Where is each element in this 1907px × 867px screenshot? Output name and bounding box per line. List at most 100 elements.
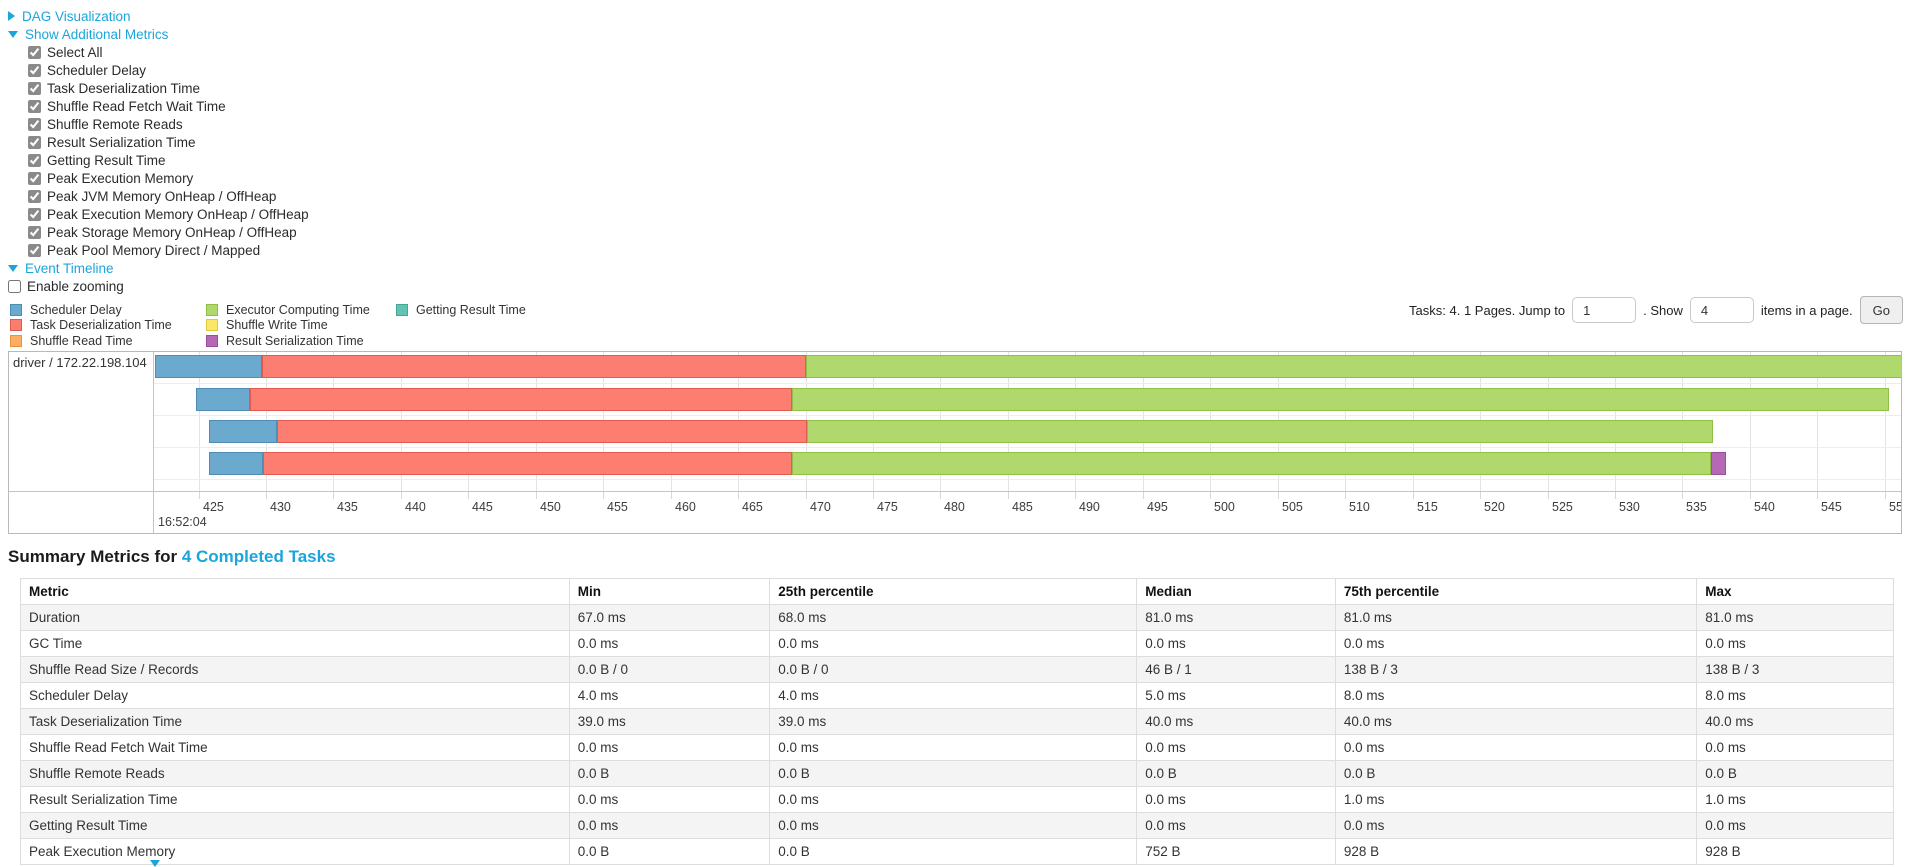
metric-checkbox[interactable] (28, 189, 41, 203)
axis-tick-label: 495 (1147, 500, 1168, 514)
metric-checkbox-label: Getting Result Time (47, 152, 166, 168)
gridline (1817, 352, 1818, 491)
legend-swatch-icon (206, 303, 218, 316)
metric-value-cell: 0.0 B (1696, 760, 1894, 787)
completed-tasks-link[interactable]: 4 Completed Tasks (181, 547, 336, 566)
metric-value-cell: 0.0 B / 0 (568, 656, 771, 683)
summary-column-header: Min (568, 578, 771, 605)
metric-value-cell: 0.0 B (769, 760, 1138, 787)
enable-zooming-label: Enable zooming (27, 278, 124, 294)
row-separator (154, 479, 1901, 480)
metric-value-cell: 0.0 ms (1136, 630, 1336, 657)
metric-value-cell: 0.0 ms (568, 630, 771, 657)
dag-visualization-toggle[interactable]: DAG Visualization (8, 7, 1907, 25)
metric-checkbox[interactable] (28, 225, 41, 239)
task-bar-segment-executor_computing[interactable] (792, 388, 1889, 411)
metric-checkbox[interactable] (28, 171, 41, 185)
legend-label: Getting Result Time (416, 302, 526, 317)
axis-tick-label: 550 (1889, 500, 1901, 514)
metric-name-cell: Peak Execution Memory (20, 838, 570, 865)
axis-tick-label: 545 (1821, 500, 1842, 514)
summary-column-header: Max (1696, 578, 1894, 605)
show-additional-metrics-toggle[interactable]: Show Additional Metrics (8, 25, 1907, 43)
task-bar-segment-executor_computing[interactable] (792, 452, 1711, 475)
enable-zooming-checkbox[interactable] (8, 279, 21, 293)
pagination-summary-text: Tasks: 4. 1 Pages. Jump to (1409, 302, 1566, 318)
task-bar-segment-result_serialization[interactable] (1710, 452, 1726, 475)
task-bar-segment-task_deserialization[interactable] (249, 388, 793, 411)
metric-value-cell: 0.0 B (568, 760, 771, 787)
legend-item-getting_result: Getting Result Time (396, 302, 650, 318)
metric-value-cell: 0.0 ms (769, 734, 1138, 761)
metric-checkbox[interactable] (28, 81, 41, 95)
timeline-header: Scheduler Delay Task Deserialization Time… (8, 295, 1907, 349)
metric-name-cell: Duration (20, 604, 570, 631)
task-bar-segment-task_deserialization[interactable] (276, 420, 807, 443)
metric-value-cell: 0.0 B (568, 838, 771, 865)
axis-tick-label: 475 (877, 500, 898, 514)
metric-checkbox-label: Task Deserialization Time (47, 80, 201, 96)
summary-column-header: 25th percentile (769, 578, 1138, 605)
metric-value-cell: 39.0 ms (769, 708, 1138, 735)
legend-label: Result Serialization Time (226, 333, 364, 348)
table-row: Scheduler Delay 4.0 ms 4.0 ms 5.0 ms 8.0 ms 8… (20, 682, 1894, 709)
next-section-toggle-clipped[interactable] (150, 860, 160, 867)
axis-tick-label: 455 (607, 500, 628, 514)
axis-tickmark (1210, 492, 1211, 499)
metric-checkbox[interactable] (28, 207, 41, 221)
table-row: Peak Execution Memory 0.0 B 0.0 B 752 B 928 … (20, 838, 1894, 865)
legend-item-shuffle_write: Shuffle Write Time (206, 318, 396, 334)
metric-checkbox[interactable] (28, 135, 41, 149)
task-bar-segment-task_deserialization[interactable] (263, 452, 793, 475)
axis-tick-label: 440 (405, 500, 426, 514)
metric-checkbox[interactable] (28, 117, 41, 131)
task-bar-segment-executor_computing[interactable] (806, 420, 1714, 443)
items-per-page-input[interactable] (1689, 297, 1754, 323)
legend-label: Executor Computing Time (226, 302, 370, 317)
metric-checkbox[interactable] (28, 45, 41, 59)
metric-value-cell: 67.0 ms (568, 604, 771, 631)
summary-table-header-row: Metric Min 25th percentile Median 75th perce… (20, 578, 1894, 605)
metric-value-cell: 0.0 ms (1334, 734, 1698, 761)
metric-value-cell: 4.0 ms (568, 682, 771, 709)
axis-tick-label: 525 (1552, 500, 1573, 514)
axis-tickmark (199, 492, 200, 499)
metric-value-cell: 68.0 ms (769, 604, 1138, 631)
metric-checkbox[interactable] (28, 243, 41, 257)
task-bar-segment-executor_computing[interactable] (805, 355, 1901, 378)
metric-value-cell: 5.0 ms (1136, 682, 1336, 709)
axis-tick-label: 470 (810, 500, 831, 514)
expanded-arrow-icon (8, 264, 18, 272)
jump-to-page-input[interactable] (1572, 297, 1637, 323)
metric-checkbox-label: Shuffle Remote Reads (47, 116, 183, 132)
metric-value-cell: 40.0 ms (1696, 708, 1894, 735)
metric-checkbox-label: Peak Storage Memory OnHeap / OffHeap (47, 224, 297, 240)
axis-tick-label: 540 (1754, 500, 1775, 514)
task-bar-segment-scheduler_delay[interactable] (209, 420, 277, 443)
go-button[interactable]: Go (1859, 296, 1903, 324)
task-bar-segment-task_deserialization[interactable] (261, 355, 806, 378)
task-bar-segment-scheduler_delay[interactable] (155, 355, 262, 378)
metric-value-cell: 0.0 B / 0 (769, 656, 1138, 683)
event-timeline-chart: driver / 172.22.198.104 425 430 435 440 445 4… (8, 351, 1902, 534)
metric-checkbox[interactable] (28, 63, 41, 77)
axis-tick-label: 490 (1079, 500, 1100, 514)
axis-tickmark (1548, 492, 1549, 499)
pagination-mid-text: . Show (1643, 302, 1683, 318)
metric-value-cell: 0.0 ms (568, 812, 771, 839)
metric-name-cell: Shuffle Read Fetch Wait Time (20, 734, 570, 761)
axis-tick-label: 435 (337, 500, 358, 514)
metric-value-cell: 928 B (1334, 838, 1698, 865)
metric-checkbox-label: Peak Pool Memory Direct / Mapped (47, 242, 261, 258)
summary-metrics-table: Metric Min 25th percentile Median 75th perce… (20, 578, 1894, 865)
legend-label: Task Deserialization Time (30, 318, 172, 333)
legend-swatch-icon (206, 334, 218, 347)
task-bar-segment-scheduler_delay[interactable] (195, 388, 250, 411)
event-timeline-toggle[interactable]: Event Timeline (8, 259, 1907, 277)
metric-checkbox[interactable] (28, 99, 41, 113)
summary-table-body: Duration 67.0 ms 68.0 ms 81.0 ms 81.0 ms 81.0… (20, 604, 1894, 865)
metric-value-cell: 39.0 ms (568, 708, 771, 735)
task-bar-segment-scheduler_delay[interactable] (209, 452, 264, 475)
metric-checkbox[interactable] (28, 153, 41, 167)
event-timeline-label: Event Timeline (25, 260, 114, 276)
